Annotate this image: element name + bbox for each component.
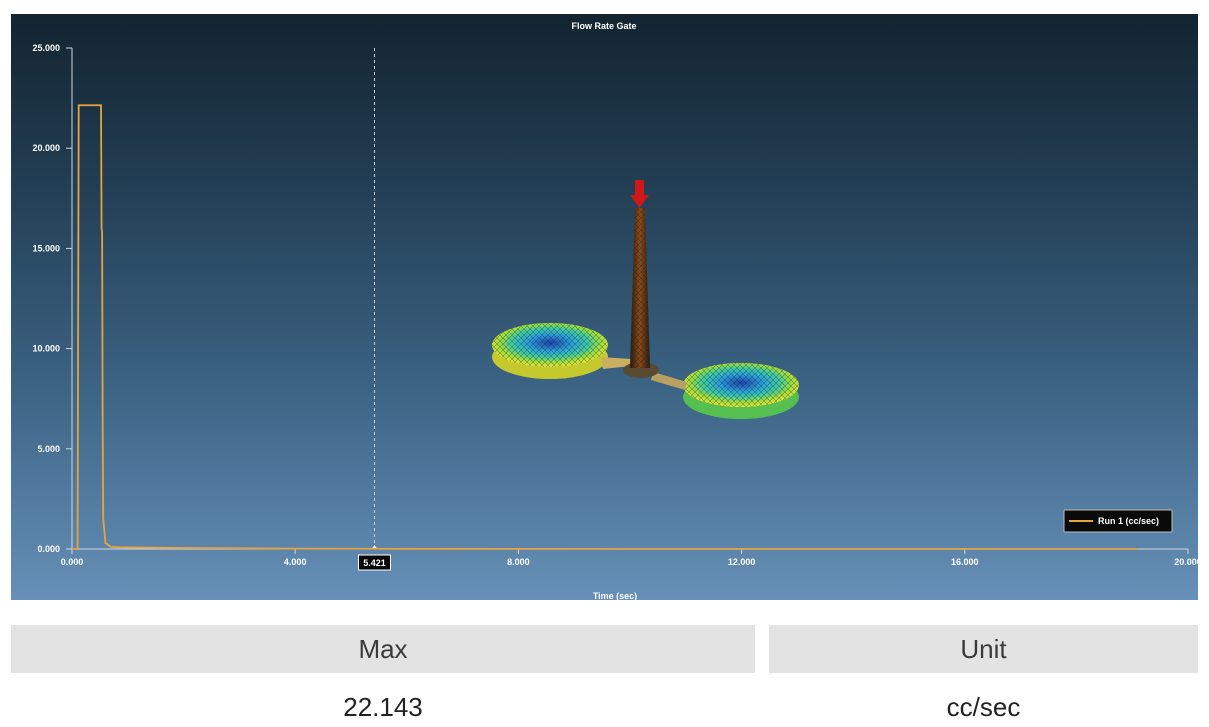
- x-tick-label: 16.000: [951, 557, 979, 567]
- x-tick-label: 4.000: [284, 557, 307, 567]
- legend-label: Run 1 (cc/sec): [1098, 516, 1159, 526]
- chart-title: Flow Rate Gate: [571, 21, 636, 31]
- max-value: 22.143: [343, 691, 423, 722]
- series-layer: [72, 104, 1138, 550]
- y-tick-label: 10.000: [32, 344, 60, 354]
- cursor-label-box: [357, 554, 391, 571]
- cursor-label: 5.421: [363, 558, 386, 568]
- chart-panel: Flow Rate Gate Time (sec) 0.000 5.000 10.0…: [11, 14, 1198, 600]
- time-cursor[interactable]: 5.421: [357, 48, 391, 571]
- unit-header: Unit: [769, 625, 1198, 673]
- left-runner: [601, 357, 631, 369]
- y-tick-label: 15.000: [32, 243, 60, 253]
- inlet-arrow-shaft: [635, 180, 644, 196]
- right-runner: [651, 372, 687, 390]
- x-tick-label: 8.000: [507, 557, 530, 567]
- casting-mesh-model: [492, 180, 799, 419]
- x-tick-label: 0.000: [61, 557, 84, 567]
- x-tick-label: 20.000: [1174, 557, 1198, 567]
- inlet-arrow-icon: [630, 195, 649, 208]
- y-tick-label: 20.000: [32, 143, 60, 153]
- y-tick-label: 0.000: [37, 544, 60, 554]
- max-header: Max: [11, 625, 755, 673]
- legend: Run 1 (cc/sec): [1063, 509, 1173, 533]
- y-tick-label: 25.000: [32, 43, 60, 53]
- x-axis-label: Time (sec): [593, 591, 637, 600]
- x-tick-label: 12.000: [728, 557, 756, 567]
- series-line-1: [72, 104, 1138, 550]
- right-disc-mesh: [683, 363, 799, 407]
- axes: 0.000 5.000 10.000 15.000 20.000 25.000 0.000 4…: [32, 43, 1198, 567]
- unit-value: cc/sec: [946, 691, 1021, 722]
- sprue-mesh: [630, 208, 650, 368]
- y-tick-label: 5.000: [37, 444, 60, 454]
- flow-rate-chart: Flow Rate Gate Time (sec) 0.000 5.000 10.0…: [32, 21, 1198, 600]
- left-disc-mesh: [492, 323, 608, 367]
